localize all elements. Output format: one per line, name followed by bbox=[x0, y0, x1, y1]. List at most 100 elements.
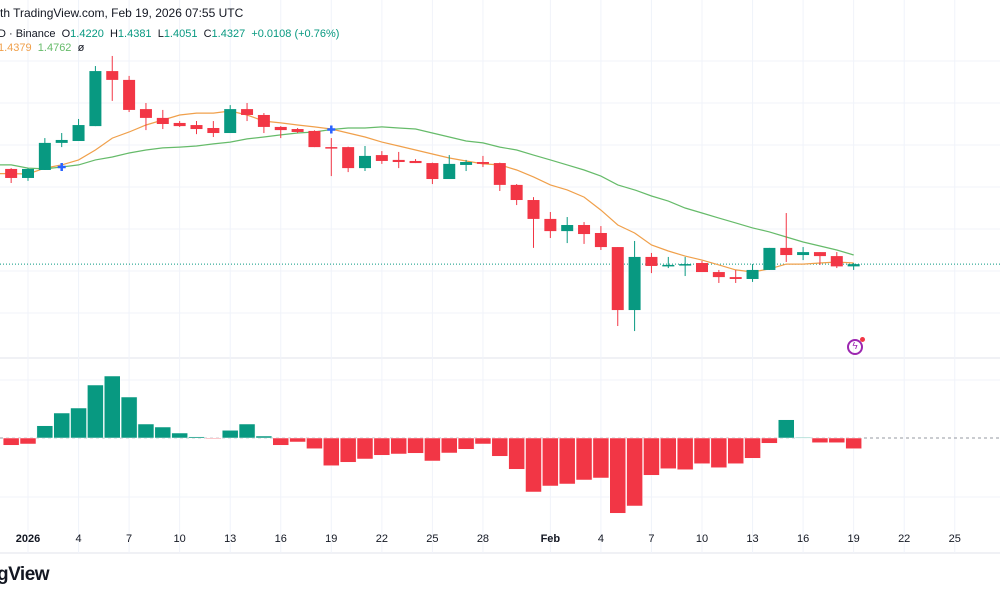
histogram-bar bbox=[137, 423, 155, 439]
histogram-bar bbox=[255, 435, 273, 439]
candle bbox=[274, 126, 287, 139]
lightning-icon[interactable]: ϟ bbox=[847, 337, 865, 355]
candle-body bbox=[392, 159, 405, 163]
ma-slow-line bbox=[0, 126, 854, 256]
candle bbox=[55, 133, 68, 148]
candle bbox=[190, 121, 203, 135]
candle-body bbox=[190, 125, 203, 130]
histogram-bar bbox=[154, 426, 172, 439]
candle-body bbox=[156, 117, 169, 124]
candle-body bbox=[291, 129, 304, 132]
candle bbox=[780, 213, 793, 262]
histogram-bar bbox=[811, 437, 829, 443]
time-label: 19 bbox=[325, 533, 337, 545]
candle-body bbox=[359, 155, 371, 169]
candle-body bbox=[426, 163, 439, 180]
histogram-bar bbox=[744, 437, 761, 459]
candle-body bbox=[375, 155, 388, 161]
histogram-bar bbox=[710, 437, 728, 468]
histogram-bar bbox=[441, 437, 458, 454]
candle-body bbox=[106, 71, 119, 80]
time-label: 7 bbox=[126, 533, 132, 545]
candle-body bbox=[712, 272, 725, 278]
candle bbox=[409, 159, 422, 164]
candle bbox=[544, 211, 557, 239]
candle bbox=[139, 103, 152, 131]
histogram-bar bbox=[676, 437, 694, 470]
candle bbox=[38, 138, 51, 170]
tradingview-logo: gView bbox=[0, 564, 50, 585]
histogram-bar bbox=[575, 437, 593, 481]
candle-body bbox=[510, 184, 523, 201]
time-axis[interactable]: 2026 4 7 10 13 16 19 22 25 28 Feb 4 7 10 13 16 19 22 25 bbox=[16, 533, 961, 545]
candle-body bbox=[257, 114, 270, 127]
candle bbox=[443, 155, 456, 180]
candle-body bbox=[325, 147, 338, 149]
candle bbox=[22, 168, 34, 181]
candle-body bbox=[813, 252, 826, 257]
ma-slow-value: 1.4762 bbox=[37, 42, 72, 54]
candle-body bbox=[830, 256, 843, 267]
ma-fast-line bbox=[0, 110, 854, 273]
candle-body bbox=[679, 264, 692, 266]
candle bbox=[89, 66, 102, 127]
candle-body bbox=[224, 109, 237, 134]
candle-body bbox=[308, 130, 321, 148]
histogram-bar bbox=[474, 437, 492, 445]
candle bbox=[207, 121, 220, 138]
candle bbox=[359, 146, 371, 172]
candles bbox=[5, 55, 860, 332]
time-label: 7 bbox=[648, 533, 654, 545]
candle bbox=[797, 247, 810, 261]
candle bbox=[325, 138, 338, 177]
histogram-bar bbox=[390, 437, 407, 455]
time-label: 25 bbox=[949, 533, 961, 545]
histogram-bar bbox=[643, 437, 660, 476]
time-label: Feb bbox=[541, 533, 561, 545]
candle bbox=[561, 217, 574, 244]
candle bbox=[257, 113, 270, 134]
histogram-bar bbox=[2, 437, 20, 446]
candle-body bbox=[847, 264, 860, 267]
candle bbox=[106, 55, 119, 101]
time-label: 19 bbox=[848, 533, 860, 545]
histogram-bar bbox=[761, 437, 778, 444]
histogram-bar bbox=[609, 437, 626, 514]
histogram-bar bbox=[87, 384, 104, 439]
time-label: 13 bbox=[746, 533, 758, 545]
candle bbox=[72, 118, 85, 142]
candle bbox=[712, 269, 725, 283]
open-label: O bbox=[61, 28, 71, 40]
histogram-bar bbox=[525, 437, 542, 493]
histogram-bar bbox=[19, 437, 37, 445]
time-label: 2026 bbox=[16, 533, 40, 545]
candle-body bbox=[493, 163, 506, 185]
histogram-bar bbox=[205, 437, 222, 440]
candle bbox=[291, 127, 304, 134]
candle bbox=[527, 197, 540, 248]
candle-body bbox=[460, 162, 473, 165]
candle-body bbox=[476, 162, 489, 164]
close-label: C bbox=[203, 28, 212, 40]
low-value: 1.4051 bbox=[163, 28, 198, 40]
symbol-label[interactable]: D · Binance bbox=[0, 28, 56, 40]
candle bbox=[342, 146, 355, 173]
candle bbox=[645, 252, 658, 274]
histogram-bar bbox=[727, 437, 744, 464]
histogram-bar bbox=[339, 437, 357, 463]
histogram-bar bbox=[188, 436, 205, 439]
histogram-bar bbox=[70, 407, 87, 439]
candle-body bbox=[38, 142, 51, 170]
candle bbox=[510, 184, 523, 206]
candle bbox=[594, 226, 607, 250]
candle bbox=[392, 151, 405, 169]
time-label: 16 bbox=[797, 533, 809, 545]
time-label: 22 bbox=[898, 533, 910, 545]
candle bbox=[493, 162, 506, 191]
candle bbox=[830, 252, 843, 269]
grid bbox=[0, 0, 1000, 554]
candle-body bbox=[780, 247, 793, 256]
candle-body bbox=[72, 125, 85, 142]
histogram-bar bbox=[53, 412, 70, 439]
